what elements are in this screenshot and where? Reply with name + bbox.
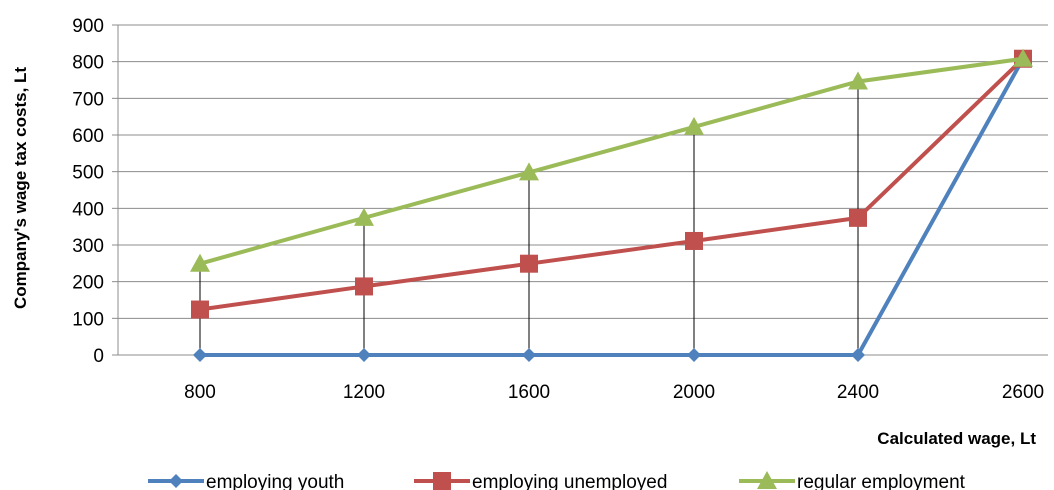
y-tick-label: 0	[93, 346, 104, 367]
legend-marker	[169, 474, 183, 488]
data-point	[685, 231, 703, 250]
legend-marker	[757, 471, 777, 489]
data-point	[849, 208, 867, 227]
data-point	[355, 277, 373, 296]
data-point	[522, 348, 536, 362]
series-line	[199, 56, 1024, 266]
x-tick-label: 800	[184, 382, 216, 403]
x-axis-title: Calculated wage, Lt	[877, 429, 1036, 448]
data-point	[1013, 48, 1033, 67]
legend-item: regular employment	[739, 471, 966, 490]
y-tick-label: 200	[72, 273, 104, 294]
data-point	[519, 162, 539, 181]
y-axis-title: Company's wage tax costs, Lt	[11, 67, 30, 309]
series-2	[190, 48, 1033, 272]
y-tick-label: 900	[72, 16, 104, 37]
y-tick-label: 700	[72, 89, 104, 110]
series-line	[199, 57, 1025, 312]
legend-item: employing unemployed	[414, 472, 667, 490]
y-tick-label: 100	[72, 309, 104, 330]
x-tick-label: 2600	[1002, 382, 1044, 403]
x-tick-label: 2400	[837, 382, 879, 403]
x-tick-label: 1600	[508, 382, 550, 403]
y-tick-label: 600	[72, 126, 104, 147]
data-point	[193, 348, 207, 362]
data-point	[191, 300, 209, 319]
drop-lines	[199, 81, 859, 355]
data-point	[851, 348, 865, 362]
series-1	[191, 49, 1032, 319]
y-tick-label: 800	[72, 53, 104, 74]
data-point	[684, 116, 704, 135]
y-tick-label: 500	[72, 163, 104, 184]
series-group	[190, 48, 1033, 362]
data-point	[190, 253, 210, 272]
legend-label: employing unemployed	[472, 472, 667, 490]
data-point	[848, 71, 868, 90]
legend-item: employing youth	[148, 472, 344, 490]
y-tick-labels: 0 100 200 300 400 500 600 700 800 900	[72, 16, 104, 367]
legend: employing youth employing unemployed regul…	[148, 471, 966, 490]
legend-label: regular employment	[797, 472, 966, 490]
legend-marker	[433, 472, 451, 490]
x-tick-label: 2000	[673, 382, 715, 403]
legend-label: employing youth	[206, 472, 344, 490]
data-point	[357, 348, 371, 362]
y-tick-label: 300	[72, 236, 104, 257]
data-point	[520, 254, 538, 273]
y-tick-label: 400	[72, 199, 104, 220]
data-point	[354, 207, 374, 226]
x-tick-label: 1200	[343, 382, 385, 403]
data-point	[687, 348, 701, 362]
series-line	[200, 57, 1025, 357]
x-tick-labels: 800 1200 1600 2000 2400 2600	[184, 382, 1044, 403]
